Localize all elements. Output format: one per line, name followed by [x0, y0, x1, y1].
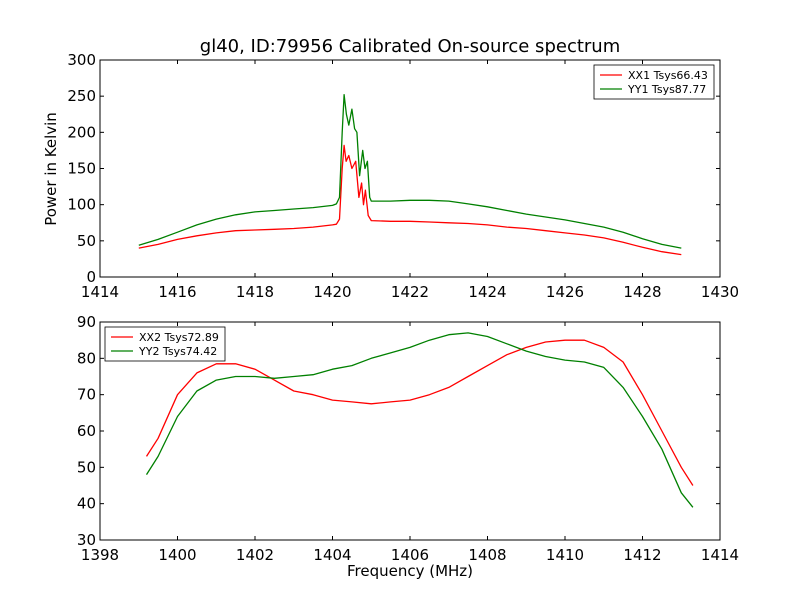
x-tick-label: 1424 — [468, 283, 506, 301]
y-tick-label: 250 — [67, 87, 96, 105]
x-tick-label: 1428 — [623, 283, 661, 301]
x-tick-label: 1404 — [313, 546, 351, 564]
x-tick-label: 1410 — [546, 546, 584, 564]
chart-title: gl40, ID:79956 Calibrated On-source spec… — [200, 36, 620, 57]
legend-label-2: YY2 Tsys74.42 — [138, 345, 217, 358]
x-axis-label: Frequency (MHz) — [347, 562, 473, 580]
y-tick-label: 200 — [67, 123, 96, 141]
series-line-1 — [138, 144, 682, 256]
legend-label-1: XX2 Tsys72.89 — [139, 331, 219, 344]
x-tick-label: 1422 — [391, 283, 429, 301]
y-tick-label: 0 — [86, 268, 96, 286]
y-tick-label: 30 — [77, 531, 96, 549]
y-tick-label: 60 — [77, 422, 96, 440]
x-tick-label: 1406 — [391, 546, 429, 564]
y-tick-label: 100 — [67, 196, 96, 214]
x-tick-label: 1418 — [236, 283, 274, 301]
x-tick-label: 1430 — [701, 283, 739, 301]
y-tick-label: 80 — [77, 349, 96, 367]
y-tick-label: 40 — [77, 495, 96, 513]
series-line-1 — [145, 339, 694, 486]
x-tick-label: 1408 — [468, 546, 506, 564]
y-axis-label: Power in Kelvin — [42, 112, 60, 226]
series-line-2 — [145, 332, 694, 508]
y-tick-label: 50 — [77, 458, 96, 476]
y-tick-label: 150 — [67, 160, 96, 178]
x-tick-label: 1400 — [158, 546, 196, 564]
x-tick-label: 1402 — [236, 546, 274, 564]
bottom-plot: 1398 1400 1402 1404 1406 1408 1410 1412 1414 30 40… — [77, 313, 739, 564]
x-tick-label: 1412 — [623, 546, 661, 564]
x-tick-label: 1398 — [81, 546, 119, 564]
x-tick-label: 1426 — [546, 283, 584, 301]
legend-box — [104, 326, 226, 362]
legend-box — [593, 64, 715, 100]
x-tick-label: 1414 — [81, 283, 119, 301]
x-tick-label: 1420 — [313, 283, 351, 301]
x-tick-label: 1414 — [701, 546, 739, 564]
x-tick-label: 1416 — [158, 283, 196, 301]
y-tick-label: 50 — [77, 232, 96, 250]
y-tick-label: 300 — [67, 51, 96, 69]
series-line-2 — [138, 94, 682, 249]
legend-label-2: YY1 Tsys87.77 — [627, 83, 706, 96]
top-plot: 1414 1416 1418 1420 1422 1424 1426 1428 1430 0 50 1… — [67, 51, 739, 301]
y-tick-label: 70 — [77, 386, 96, 404]
y-tick-label: 90 — [77, 313, 96, 331]
legend-label-1: XX1 Tsys66.43 — [628, 69, 708, 82]
